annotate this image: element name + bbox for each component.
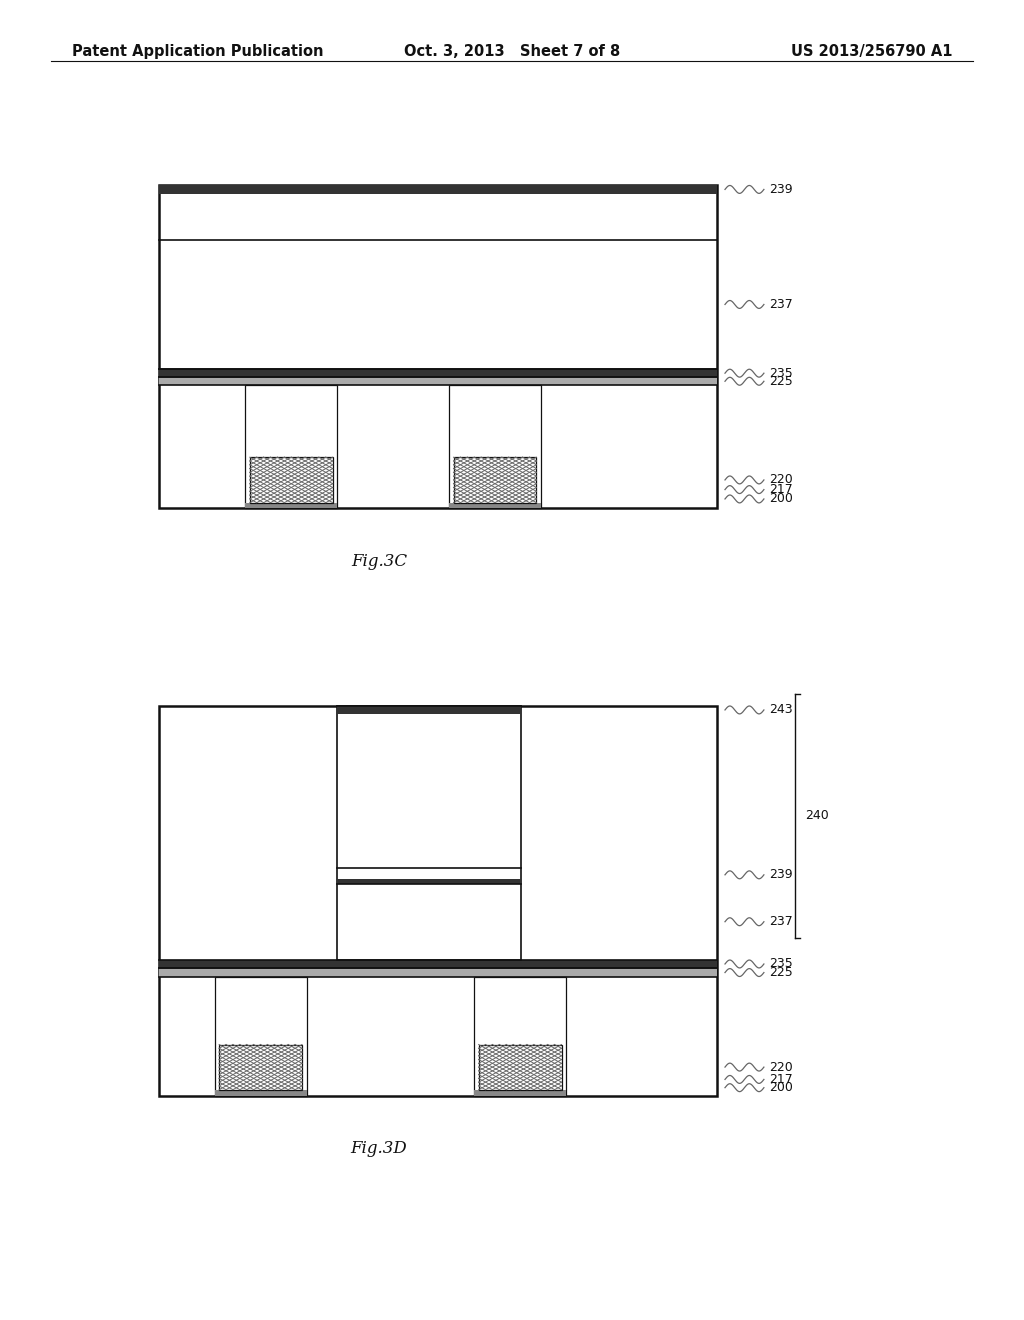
Bar	[219, 1044, 302, 1090]
Text: Patent Application Publication: Patent Application Publication	[72, 44, 324, 58]
Bar	[159, 370, 717, 378]
Bar	[474, 977, 566, 1096]
Bar	[449, 385, 541, 508]
Bar	[337, 706, 521, 960]
Bar	[215, 1090, 306, 1096]
Text: 239: 239	[769, 869, 793, 882]
Bar	[449, 503, 541, 508]
Bar	[245, 503, 337, 508]
Bar	[337, 706, 521, 714]
Text: 240: 240	[805, 809, 828, 822]
Text: 243: 243	[769, 704, 793, 717]
Bar	[159, 185, 717, 508]
Bar	[454, 457, 537, 503]
Text: 235: 235	[769, 367, 793, 380]
Text: 225: 225	[769, 966, 793, 979]
Text: 200: 200	[769, 492, 793, 506]
Bar	[478, 1044, 561, 1090]
Bar	[159, 960, 717, 969]
Text: 239: 239	[769, 183, 793, 195]
Text: 225: 225	[769, 375, 793, 388]
Text: 220: 220	[769, 1060, 793, 1073]
Text: 200: 200	[769, 1081, 793, 1094]
Bar	[250, 457, 333, 503]
Text: 220: 220	[769, 474, 793, 487]
Text: Fig.3D: Fig.3D	[350, 1140, 408, 1156]
Bar	[474, 1090, 566, 1096]
Text: 235: 235	[769, 957, 793, 970]
Bar	[245, 385, 337, 508]
Text: Oct. 3, 2013   Sheet 7 of 8: Oct. 3, 2013 Sheet 7 of 8	[403, 44, 621, 58]
Bar	[159, 185, 717, 194]
Bar	[337, 879, 521, 884]
Text: 237: 237	[769, 298, 793, 312]
Bar	[215, 977, 306, 1096]
Bar	[159, 378, 717, 385]
Text: Fig.3C: Fig.3C	[351, 553, 407, 569]
Text: 237: 237	[769, 915, 793, 928]
Text: US 2013/256790 A1: US 2013/256790 A1	[791, 44, 952, 58]
Text: 217: 217	[769, 483, 793, 496]
Text: 217: 217	[769, 1073, 793, 1086]
Bar	[159, 706, 717, 1096]
Bar	[159, 969, 717, 977]
